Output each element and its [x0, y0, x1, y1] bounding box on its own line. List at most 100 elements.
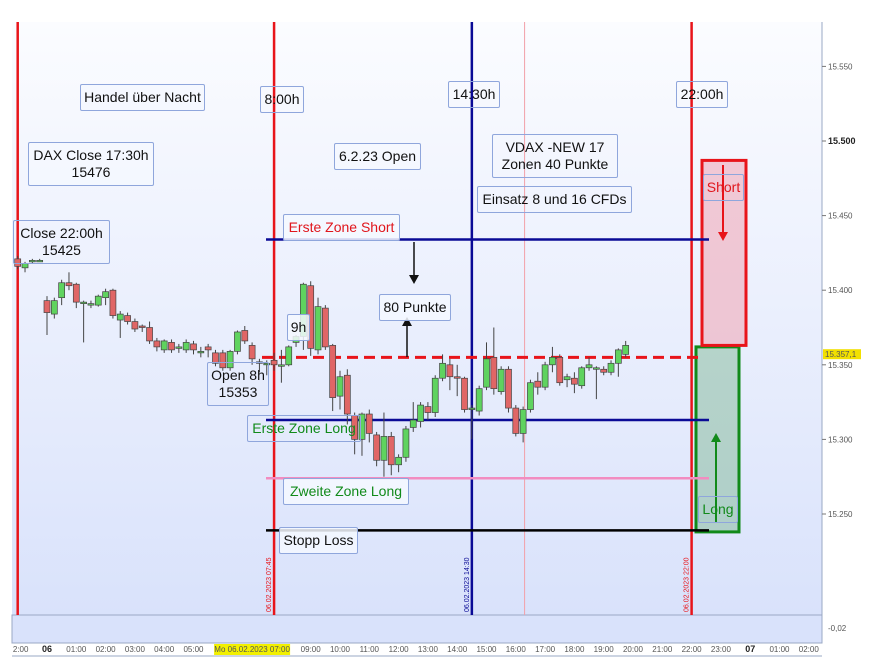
candle-body — [314, 306, 322, 351]
note-open-8h[interactable]: Open 8h 15353 — [207, 362, 269, 406]
x-tick-label: 21:00 — [652, 645, 673, 654]
candle-body — [614, 349, 622, 364]
short-arrow-down-icon-head — [718, 232, 728, 241]
candle-body — [541, 364, 549, 388]
note-dax-close[interactable]: DAX Close 17:30h 15476 — [28, 142, 154, 186]
note-short[interactable]: Short — [703, 174, 744, 201]
note-text: 8:00h — [264, 91, 300, 107]
indicator-pane — [11, 614, 823, 644]
note-text: VDAX -NEW 17 — [505, 139, 605, 155]
y-tick-label: 15.250 — [828, 510, 853, 519]
candle-body — [519, 409, 527, 434]
candle-body — [380, 436, 388, 461]
candle-body — [204, 346, 212, 351]
candle-body — [527, 382, 534, 410]
candle-body — [395, 456, 402, 466]
note-vdax[interactable]: VDAX -NEW 17 Zonen 40 Punkte — [492, 134, 618, 178]
note-8-00h[interactable]: 8:00h — [260, 86, 304, 113]
note-stopp-loss[interactable]: Stopp Loss — [279, 527, 358, 554]
note-text: 15476 — [71, 164, 111, 180]
x-tick-label: 02:00 — [799, 645, 820, 654]
candle-body — [431, 377, 439, 413]
x-tick-label: 02:00 — [96, 645, 117, 654]
note-text: 6.2.23 Open — [338, 148, 417, 164]
candle-body — [439, 362, 446, 379]
candle-body — [80, 301, 87, 304]
candle-body — [212, 352, 219, 364]
candle-body — [21, 262, 29, 269]
candle-body — [219, 352, 227, 369]
x-tick-label: 09:00 — [301, 645, 322, 654]
note-text: Zweite Zone Long — [289, 483, 403, 499]
candle-body — [109, 289, 117, 316]
candle-body — [417, 404, 424, 422]
vertical-line-label: 06.02.2023 07:45 — [266, 557, 273, 612]
candle-body — [358, 413, 366, 440]
candle-body — [43, 300, 51, 313]
candle-body — [453, 376, 461, 379]
x-tick-label: 19:00 — [594, 645, 615, 654]
candle-body — [72, 283, 80, 303]
x-tick-label: 10:00 — [330, 645, 351, 654]
note-22-00h[interactable]: 22:00h — [676, 81, 728, 108]
note-80-punkte[interactable]: 80 Punkte — [379, 294, 451, 321]
candle-body — [138, 325, 146, 328]
vertical-line-label: 06.02.2023 22:00 — [684, 557, 691, 612]
candle-body — [549, 356, 556, 366]
candle-body — [622, 345, 630, 355]
note-zweite-zone-long[interactable]: Zweite Zone Long — [283, 478, 409, 505]
candle-body — [197, 351, 205, 354]
note-text: Stopp Loss — [283, 532, 354, 548]
x-tick-label: 2:00 — [13, 645, 29, 654]
candle-body — [58, 282, 66, 299]
x-tick-label: 05:00 — [183, 645, 204, 654]
candle-body — [285, 346, 293, 366]
x-tick-label: 13:00 — [418, 645, 439, 654]
candle-body — [278, 364, 285, 367]
note-erste-zone-long[interactable]: Erste Zone Long — [247, 415, 361, 442]
note-text: Close 22:00h — [20, 225, 103, 241]
candle-body — [270, 359, 278, 366]
candle-body — [409, 419, 417, 428]
note-text: DAX Close 17:30h — [33, 147, 149, 163]
x-tick-label: 11:00 — [360, 645, 380, 654]
candle-body — [168, 342, 175, 351]
candle-body — [94, 295, 102, 306]
candle-body — [373, 434, 380, 461]
long-arrow-up-icon-head — [711, 433, 721, 442]
candle-body — [600, 368, 608, 373]
x-tick-label: 16:00 — [506, 645, 527, 654]
x-tick-label: 12:00 — [389, 645, 410, 654]
note-text: 14:30h — [452, 86, 496, 102]
candle-body — [343, 374, 351, 415]
candle-body — [65, 282, 73, 287]
note-14-30h[interactable]: 14:30h — [448, 81, 500, 108]
x-tick-label: 06 — [42, 644, 52, 654]
note-text: Zonen 40 Punkte — [501, 156, 609, 172]
note-long[interactable]: Long — [698, 496, 738, 523]
note-open-6-2-23[interactable]: 6.2.23 Open — [334, 143, 421, 170]
last-price-badge — [823, 349, 861, 360]
note-handel-ueber-nacht[interactable]: Handel über Nacht — [80, 84, 205, 111]
note-text: Short — [706, 179, 741, 195]
note-text: 80 Punkte — [383, 299, 447, 315]
note-close-22h[interactable]: Close 22:00h 15425 — [13, 220, 110, 264]
note-text: 15425 — [42, 242, 81, 258]
x-tick-label: 18:00 — [564, 645, 585, 654]
candle-body — [497, 368, 505, 393]
candle-body — [29, 260, 36, 263]
x-tick-label: 01:00 — [769, 645, 790, 654]
candle-body — [36, 260, 44, 263]
candle-body — [14, 258, 22, 267]
x-tick-label: 04:00 — [154, 645, 175, 654]
note-text: Einsatz 8 und 16 CFDs — [482, 191, 627, 207]
candle-body — [336, 376, 344, 397]
candle-body — [490, 356, 498, 390]
candle-body — [146, 327, 153, 342]
note-einsatz[interactable]: Einsatz 8 und 16 CFDs — [477, 186, 632, 213]
x-tick-label: 23:00 — [711, 645, 732, 654]
note-9h[interactable]: 9h — [287, 314, 310, 341]
candle-body — [329, 345, 337, 398]
note-erste-zone-short[interactable]: Erste Zone Short — [283, 214, 400, 241]
